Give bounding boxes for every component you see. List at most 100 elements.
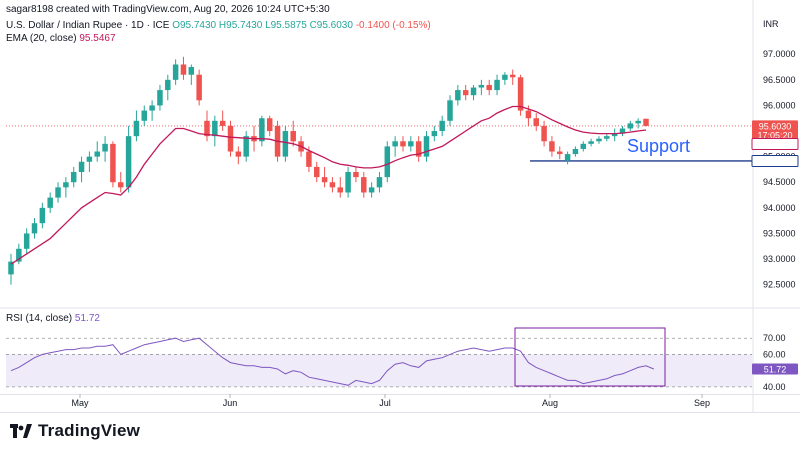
candle [8, 253, 14, 285]
candle-body [306, 151, 312, 167]
candle [392, 136, 398, 157]
candle-body [243, 136, 249, 157]
close-value: C95.6030 [309, 20, 353, 31]
candle-body [196, 74, 202, 101]
price-axis: INR97.000096.500096.000095.500095.000094… [763, 19, 796, 392]
candle [557, 146, 563, 160]
time-tick-label: Jul [379, 398, 391, 408]
candle-body [55, 187, 61, 198]
candle [204, 110, 210, 142]
candle [282, 125, 289, 162]
candle-body [486, 84, 492, 91]
candle [502, 72, 508, 85]
candle-body [8, 261, 14, 275]
candle [321, 166, 328, 188]
candle-body [376, 177, 383, 188]
candle [196, 69, 202, 106]
price-tick-label: 93.5000 [763, 228, 796, 238]
candle [627, 120, 634, 132]
time-tick-label: Sep [694, 398, 710, 408]
candle-body [235, 151, 242, 157]
candle-body [431, 131, 438, 137]
candle [619, 125, 626, 137]
candle [572, 146, 579, 157]
candle [219, 110, 226, 132]
rsi-value: 51.72 [74, 313, 100, 324]
candle [337, 177, 344, 198]
candle-body [133, 120, 140, 137]
support-label: Support [627, 136, 690, 156]
candle-body [572, 148, 579, 155]
tradingview-logo-icon [10, 424, 32, 438]
candle-body [408, 141, 414, 147]
candle-body [259, 118, 265, 142]
candle [596, 136, 602, 144]
candle-body [345, 172, 351, 193]
candle-body [541, 125, 547, 142]
ema-legend[interactable]: EMA (20, close) 95.5467 [6, 33, 116, 44]
candle [408, 136, 414, 152]
candle-body [604, 136, 610, 139]
candle-body [47, 197, 53, 208]
candle [125, 125, 132, 193]
candle [494, 74, 500, 96]
candle [235, 146, 242, 165]
tradingview-logo[interactable]: TradingView [10, 421, 140, 441]
candle-body [165, 79, 171, 91]
candle [353, 166, 359, 183]
candle-body [525, 110, 532, 119]
rsi-highlight-box [514, 327, 666, 387]
candle-body [188, 67, 195, 75]
rsi-line [10, 337, 654, 386]
ema-price-tag-bg [751, 138, 799, 151]
ema-price-tag: 95.5467 [751, 138, 799, 151]
candle-body [588, 141, 594, 144]
change-value: -0.1400 (-0.15%) [355, 20, 431, 31]
candle [172, 59, 179, 85]
candle [118, 172, 124, 193]
candle-body [549, 141, 555, 152]
ema-price-tag-text: 95.5467 [759, 140, 792, 150]
candle-body [212, 120, 218, 137]
candle-body [266, 118, 273, 132]
candle-body [227, 125, 234, 152]
candle [55, 182, 61, 203]
high-value: H95.7430 [218, 20, 263, 31]
rsi-tick-label: 60.00 [763, 349, 786, 359]
candle [266, 115, 273, 137]
symbol-legend[interactable]: U.S. Dollar / Indian Rupee · 1D · ICE O9… [6, 20, 431, 31]
candle-body [384, 146, 391, 178]
time-tick-label: Aug [542, 398, 558, 408]
candle [70, 166, 77, 188]
candle-body [110, 143, 116, 183]
candle-body [149, 105, 155, 111]
candle-body [462, 90, 469, 96]
created-by-line: sagar8198 created with TradingView.com, … [6, 4, 330, 15]
candle-body [337, 187, 344, 193]
candle [400, 136, 406, 152]
candle-body [423, 136, 430, 157]
tradingview-logo-text: TradingView [38, 421, 141, 440]
candle-body [557, 151, 563, 155]
candle [243, 131, 249, 162]
ema-value: 95.5467 [79, 33, 116, 44]
currency-label: INR [763, 19, 779, 29]
candle [643, 118, 649, 127]
rsi-value-tag-bg [752, 363, 798, 375]
rsi-value-tag: 51.72 [752, 363, 798, 375]
candle [329, 177, 336, 193]
open-value: O95.7430 [172, 20, 217, 31]
candle [102, 136, 108, 162]
rsi-legend[interactable]: RSI (14, close) 51.72 [6, 313, 100, 324]
candle-body [392, 141, 398, 147]
candle [133, 110, 140, 142]
candle [478, 79, 485, 96]
time-tick-label: May [71, 398, 89, 408]
candle-body [172, 64, 179, 80]
ema-label: EMA (20, close) [6, 33, 77, 44]
candle-body [86, 156, 93, 162]
last-price-tag-text: 17:05:20 [757, 130, 792, 140]
candle-body [400, 141, 406, 147]
